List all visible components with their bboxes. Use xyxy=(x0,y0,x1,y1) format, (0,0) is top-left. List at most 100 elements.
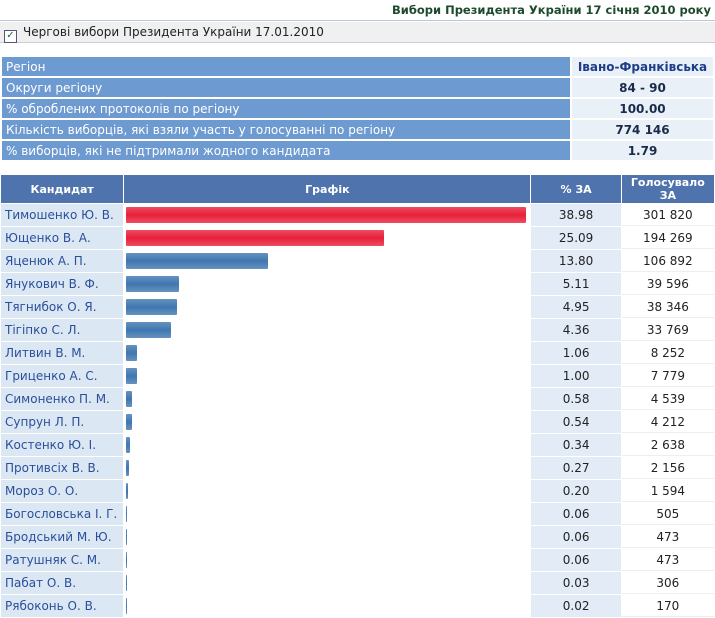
graph-cell xyxy=(124,411,531,433)
bar xyxy=(126,414,132,430)
summary-label: % виборців, які не підтримали жодного ка… xyxy=(2,141,570,160)
bar xyxy=(126,437,130,453)
candidate-name: Ющенко В. А. xyxy=(1,227,124,249)
candidate-name: Ратушняк С. М. xyxy=(1,549,124,571)
candidate-name: Мороз О. О. xyxy=(1,480,124,502)
header-row: Кандидат Графік% ЗА Голосувало ЗА xyxy=(1,175,714,203)
percent: 0.20 xyxy=(531,480,621,502)
candidate-name: Тимошенко Ю. В. xyxy=(1,204,124,226)
candidate-name: Янукович В. Ф. xyxy=(1,273,124,295)
summary-value: 100.00 xyxy=(572,99,713,118)
bar xyxy=(126,230,384,246)
candidate-name: Гриценко А. С. xyxy=(1,365,124,387)
votes: 473 xyxy=(621,549,714,571)
result-row: Богословська І. Г. 0.06 505 xyxy=(1,503,714,525)
bar xyxy=(126,299,178,315)
result-row: Костенко Ю. І. 0.34 2 638 xyxy=(1,434,714,456)
result-row: Ратушняк С. М. 0.06 473 xyxy=(1,549,714,571)
election-filter[interactable]: ✓ Чергові вибори Президента України 17.01… xyxy=(0,22,715,43)
result-row: Супрун Л. П. 0.54 4 212 xyxy=(1,411,714,433)
graph-cell xyxy=(124,572,531,594)
bar xyxy=(126,483,129,499)
graph-cell xyxy=(124,549,531,571)
percent: 4.36 xyxy=(531,319,621,341)
percent: 0.02 xyxy=(531,595,621,617)
result-row: Литвин В. М. 1.06 8 252 xyxy=(1,342,714,364)
candidate-name: Литвин В. М. xyxy=(1,342,124,364)
votes: 33 769 xyxy=(621,319,714,341)
column-header: Голосувало ЗА xyxy=(621,175,714,203)
candidate-name: Яценюк А. П. xyxy=(1,250,124,272)
result-row: Бродський М. Ю. 0.06 473 xyxy=(1,526,714,548)
candidate-name: Пабат О. В. xyxy=(1,572,124,594)
page-title: Вибори Президента України 17 січня 2010 … xyxy=(0,0,715,21)
graph-cell xyxy=(124,480,531,502)
bar xyxy=(126,345,138,361)
candidate-name: Супрун Л. П. xyxy=(1,411,124,433)
percent: 0.27 xyxy=(531,457,621,479)
votes: 8 252 xyxy=(621,342,714,364)
percent: 0.58 xyxy=(531,388,621,410)
graph-cell xyxy=(124,319,531,341)
result-row: Мороз О. О. 0.20 1 594 xyxy=(1,480,714,502)
votes: 106 892 xyxy=(621,250,714,272)
bar xyxy=(126,253,268,269)
bar xyxy=(126,575,128,591)
percent: 1.00 xyxy=(531,365,621,387)
summary-value: Івано-Франківська xyxy=(572,57,713,76)
graph-cell xyxy=(124,296,531,318)
percent: 38.98 xyxy=(531,204,621,226)
votes: 505 xyxy=(621,503,714,525)
candidate-name: Симоненко П. М. xyxy=(1,388,124,410)
column-header: Графік xyxy=(124,175,531,203)
bar xyxy=(126,506,128,522)
percent: 25.09 xyxy=(531,227,621,249)
result-row: Тігіпко С. Л. 4.36 33 769 xyxy=(1,319,714,341)
bar xyxy=(126,368,137,384)
graph-cell xyxy=(124,365,531,387)
summary-row: % виборців, які не підтримали жодного ка… xyxy=(2,141,713,160)
bar xyxy=(126,322,172,338)
votes: 306 xyxy=(621,572,714,594)
percent: 0.03 xyxy=(531,572,621,594)
result-row: Ющенко В. А. 25.09 194 269 xyxy=(1,227,714,249)
graph-cell xyxy=(124,342,531,364)
graph-cell xyxy=(124,388,531,410)
candidate-name: Рябоконь О. В. xyxy=(1,595,124,617)
bar xyxy=(126,460,130,476)
result-row: Рябоконь О. В. 0.02 170 xyxy=(1,595,714,617)
votes: 301 820 xyxy=(621,204,714,226)
candidate-name: Костенко Ю. І. xyxy=(1,434,124,456)
percent: 0.54 xyxy=(531,411,621,433)
percent: 0.06 xyxy=(531,549,621,571)
summary-row: Округи регіону 84 - 90 xyxy=(2,78,713,97)
election-label: Чергові вибори Президента України 17.01.… xyxy=(23,25,324,39)
votes: 4 212 xyxy=(621,411,714,433)
candidate-name: Противсіх В. В. xyxy=(1,457,124,479)
candidate-name: Богословська І. Г. xyxy=(1,503,124,525)
percent: 13.80 xyxy=(531,250,621,272)
summary-row: Регіон Івано-Франківська xyxy=(2,57,713,76)
percent: 5.11 xyxy=(531,273,621,295)
graph-cell xyxy=(124,503,531,525)
results-table: Кандидат Графік% ЗА Голосувало ЗА Тимошенко… xyxy=(0,174,715,618)
column-header: Кандидат xyxy=(1,175,124,203)
summary-label: Кількість виборців, які взяли участь у г… xyxy=(2,120,570,139)
graph-cell xyxy=(124,526,531,548)
percent: 4.95 xyxy=(531,296,621,318)
percent: 0.06 xyxy=(531,526,621,548)
votes: 2 638 xyxy=(621,434,714,456)
graph-cell xyxy=(124,273,531,295)
votes: 4 539 xyxy=(621,388,714,410)
votes: 473 xyxy=(621,526,714,548)
candidate-name: Тігіпко С. Л. xyxy=(1,319,124,341)
checkbox[interactable]: ✓ xyxy=(4,30,17,43)
summary-row: Кількість виборців, які взяли участь у г… xyxy=(2,120,713,139)
votes: 2 156 xyxy=(621,457,714,479)
result-row: Симоненко П. М. 0.58 4 539 xyxy=(1,388,714,410)
bar xyxy=(126,598,128,614)
summary-value: 84 - 90 xyxy=(572,78,713,97)
summary-label: % оброблених протоколів по регіону xyxy=(2,99,570,118)
result-row: Тимошенко Ю. В. 38.98 301 820 xyxy=(1,204,714,226)
